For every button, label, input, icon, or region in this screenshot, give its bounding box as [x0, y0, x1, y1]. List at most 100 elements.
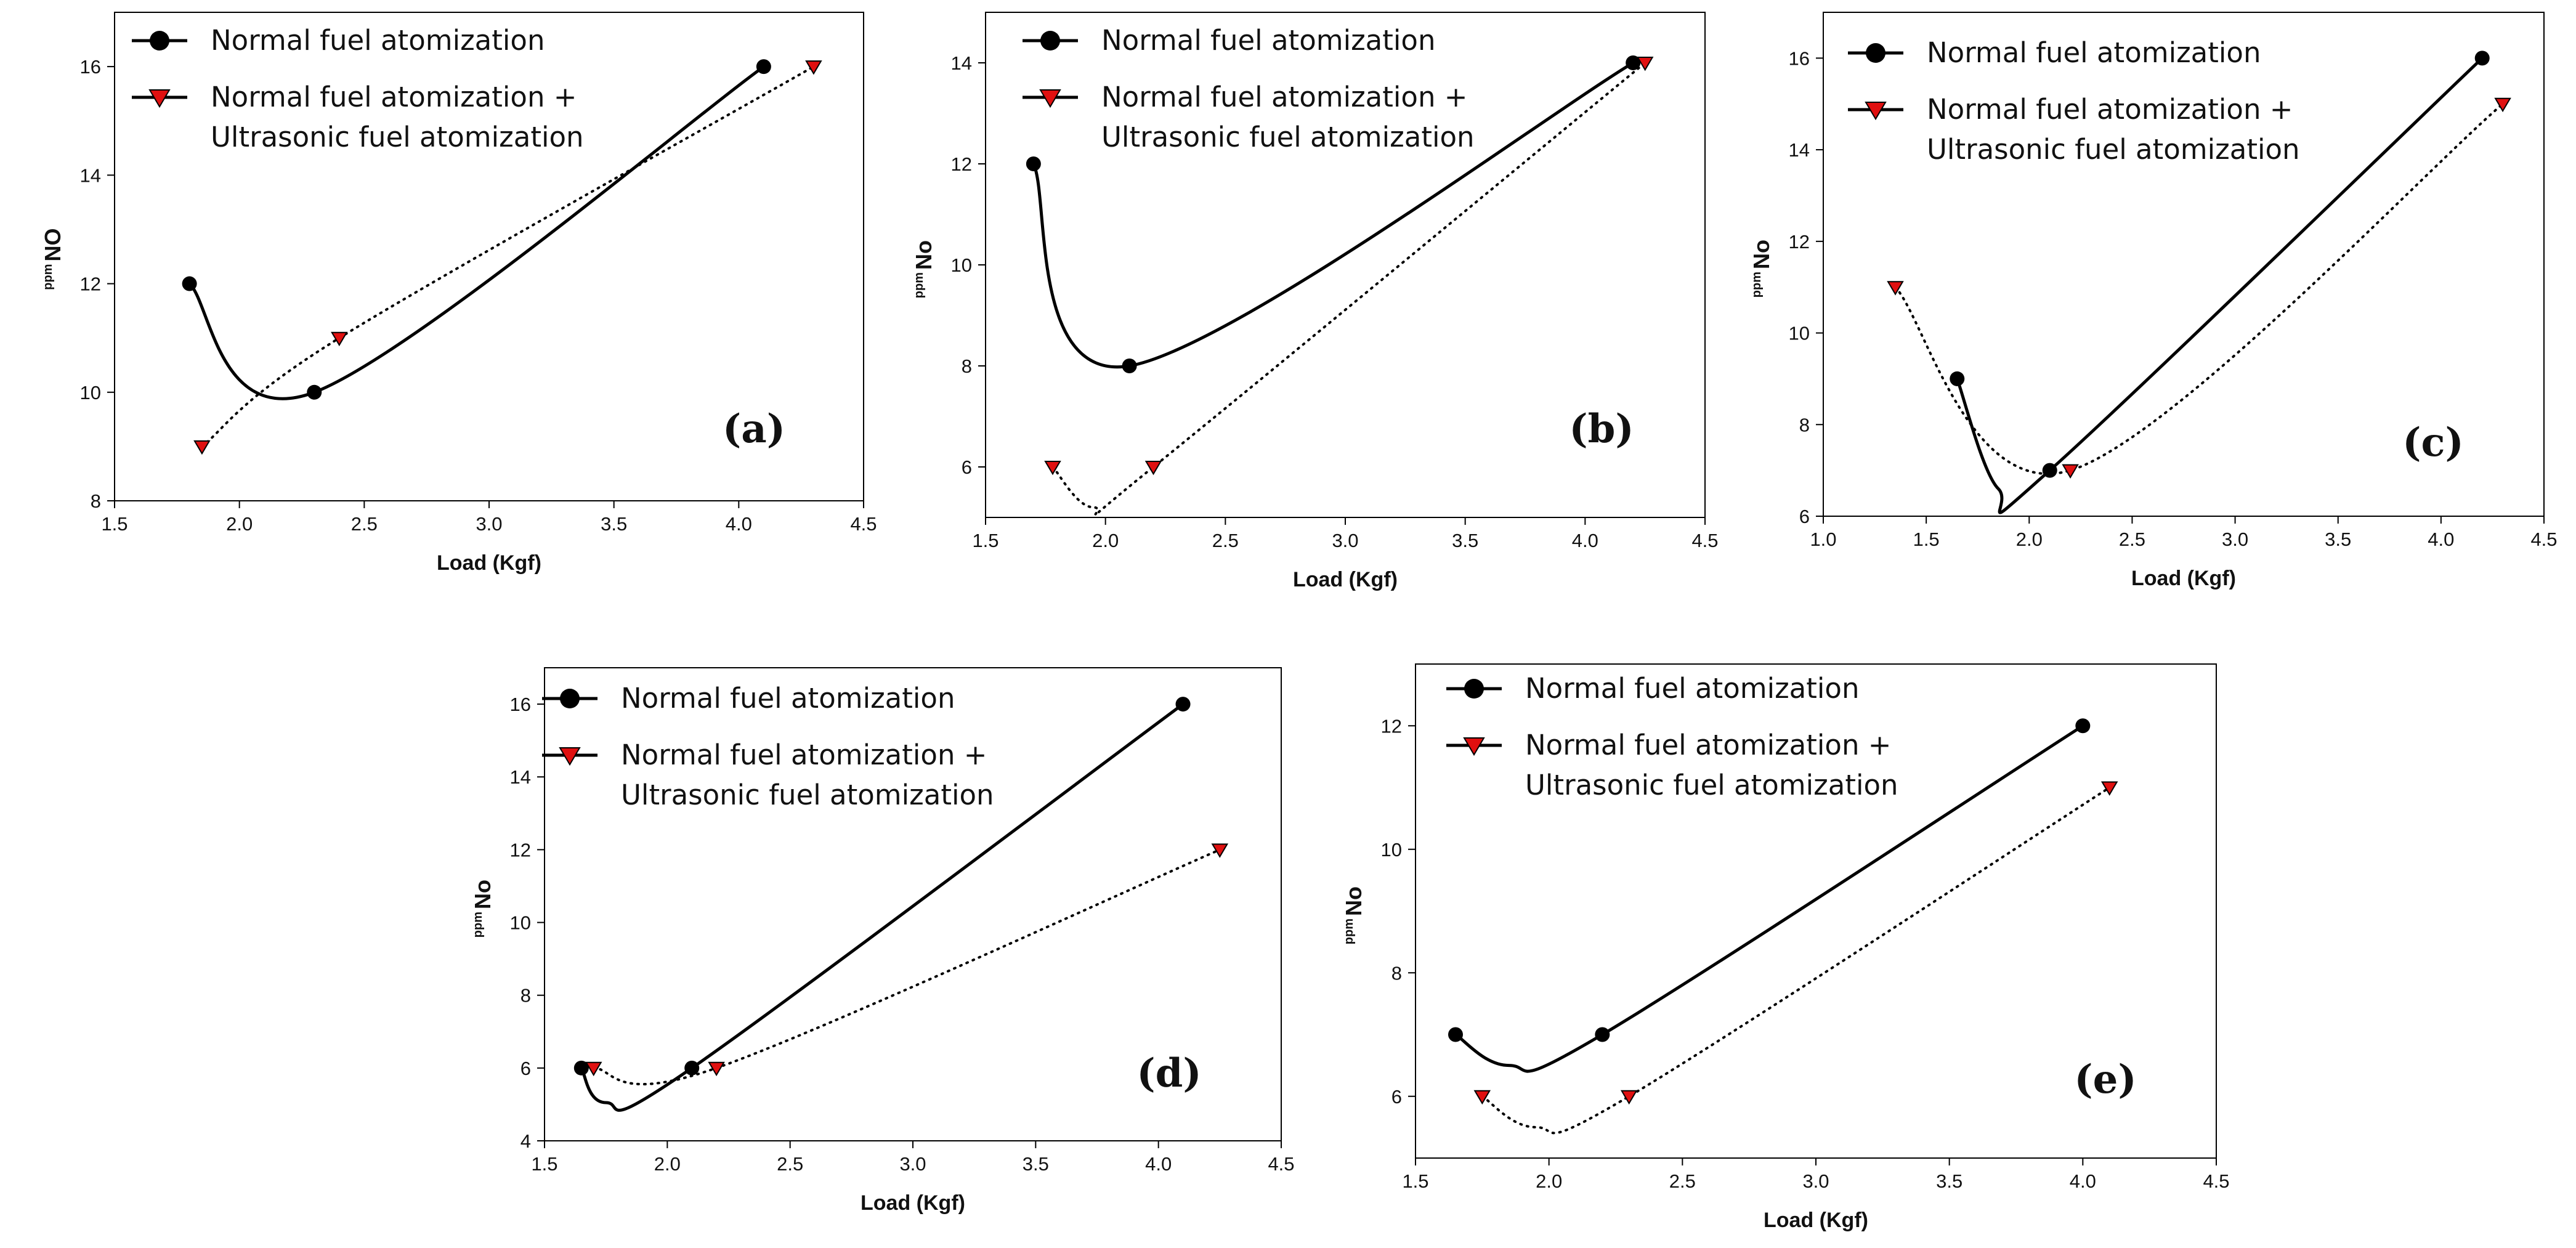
data-point-normal [573, 1060, 589, 1076]
data-point-ultrasonic [1887, 281, 1904, 296]
y-tick-label: 6 [520, 1058, 531, 1079]
legend-label-normal: Normal fuel atomization [1927, 36, 2261, 69]
x-tick-label: 2.5 [2119, 529, 2145, 550]
y-tick-label: 10 [951, 254, 972, 276]
legend-label-ultrasonic-cont: Ultrasonic fuel atomization [1525, 769, 1898, 801]
y-axis-unit: ppm [1750, 272, 1764, 298]
data-point-normal [1122, 359, 1137, 373]
y-tick-label: 14 [80, 164, 101, 186]
data-point-ultrasonic [585, 1061, 602, 1077]
data-point-ultrasonic [2494, 97, 2511, 113]
legend-marker-normal [1866, 43, 1885, 63]
legend-label-ultrasonic: Normal fuel atomization + [1101, 81, 1467, 113]
y-axis-unit: ppm [471, 912, 485, 938]
x-axis-title: Load (Kgf) [861, 1191, 965, 1215]
data-point-normal [1448, 1027, 1463, 1042]
data-point-normal [307, 384, 322, 400]
x-tick-label: 1.5 [1402, 1170, 1428, 1192]
legend-marker-normal [1464, 679, 1484, 699]
y-axis-title: ppm No [911, 240, 936, 298]
y-tick-label: 8 [1799, 414, 1810, 436]
y-tick-label: 16 [1789, 47, 1810, 69]
chart-panel-2: 1.5 2.0 2.5 3.0 3.5 4.0 4.5 6 8 10 12 14 Load (Kgf) p… [911, 12, 1719, 591]
x-tick-label: 3.0 [2222, 529, 2248, 550]
data-point-ultrasonic [331, 331, 348, 347]
y-tick-label: 10 [1789, 323, 1810, 344]
data-point-normal [2042, 463, 2057, 478]
chart-panel-4: 1.5 2.0 2.5 3.0 3.5 4.0 4.5 4 6 8 10 12 14 16 Load (Kg… [470, 667, 1295, 1215]
data-point-ultrasonic [1620, 1090, 1638, 1105]
legend: Normal fuel atomization Normal fuel atomi… [542, 682, 994, 811]
x-tick-label: 1.5 [531, 1153, 557, 1175]
data-point-normal [756, 59, 771, 75]
data-point-normal [1626, 55, 1641, 70]
legend-label-normal: Normal fuel atomization [1101, 24, 1435, 57]
x-tick-label: 4.0 [2070, 1170, 2096, 1192]
y-tick-label: 10 [80, 382, 101, 403]
legend-marker-ultrasonic [1039, 89, 1061, 108]
y-tick-label: 14 [510, 766, 531, 788]
series-ultrasonic [1044, 57, 1654, 516]
legend-marker-normal [1040, 31, 1060, 51]
legend-marker-normal [560, 689, 580, 708]
y-axis-quantity: No [470, 880, 495, 909]
series-normal [182, 59, 771, 400]
x-tick-label: 2.5 [777, 1153, 803, 1175]
series-ultrasonic [1887, 97, 2511, 479]
y-tick-label: 14 [951, 52, 972, 74]
y-tick-label: 14 [1789, 139, 1810, 161]
y-tick-label: 12 [510, 839, 531, 861]
x-tick-label: 2.5 [1212, 530, 1239, 551]
panel-label: (a) [723, 406, 785, 452]
series-line-ultrasonic [1481, 786, 2111, 1135]
legend-marker-normal [150, 31, 169, 51]
x-axis-title: Load (Kgf) [1293, 568, 1398, 591]
legend-label-normal: Normal fuel atomization [1525, 672, 1859, 705]
data-point-normal [684, 1060, 700, 1076]
chart-panel-5: 1.5 2.0 2.5 3.0 3.5 4.0 4.5 6 8 10 12 Load (Kgf) ppm… [1341, 663, 2230, 1232]
y-axis-unit: ppm [1342, 918, 1356, 944]
x-tick-label: 4.5 [1691, 530, 1718, 551]
chart-panel-1: 1.5 2.0 2.5 3.0 3.5 4.0 4.5 8 10 12 14 16 Load (Kgf)… [40, 12, 877, 575]
legend-label-ultrasonic: Normal fuel atomization + [621, 739, 987, 771]
data-point-normal [2474, 51, 2490, 66]
data-point-ultrasonic [2100, 781, 2118, 796]
x-tick-label: 3.5 [2325, 529, 2351, 550]
data-point-ultrasonic [1473, 1090, 1491, 1105]
series-ultrasonic [1473, 781, 2118, 1135]
y-axis-quantity: No [1341, 886, 1366, 916]
data-point-normal [2075, 718, 2091, 734]
x-tick-label: 3.0 [899, 1153, 926, 1175]
y-axis-title: ppm No [470, 880, 495, 938]
y-axis-quantity: NO [40, 229, 65, 262]
legend-label-ultrasonic-cont: Ultrasonic fuel atomization [1101, 121, 1475, 153]
series-line-ultrasonic [1894, 102, 2505, 476]
y-tick-label: 10 [1381, 839, 1402, 861]
y-tick-label: 16 [510, 694, 531, 715]
legend-label-ultrasonic-cont: Ultrasonic fuel atomization [211, 121, 584, 153]
series-line-ultrasonic [592, 848, 1221, 1085]
x-tick-label: 4.5 [850, 513, 877, 535]
legend-marker-ultrasonic [148, 89, 171, 108]
legend: Normal fuel atomization Normal fuel atomi… [1023, 24, 1475, 153]
y-tick-label: 8 [520, 985, 531, 1007]
x-tick-label: 1.5 [972, 530, 998, 551]
x-tick-label: 4.5 [2203, 1170, 2229, 1192]
chart-panel-3: 1.0 1.5 2.0 2.5 3.0 3.5 4.0 4.5 6 8 10 12 14 16 Load (… [1749, 12, 2558, 590]
y-tick-label: 12 [951, 153, 972, 175]
data-point-ultrasonic [193, 440, 211, 455]
panel-label: (c) [2402, 419, 2464, 466]
y-tick-label: 10 [510, 912, 531, 934]
x-tick-label: 3.0 [1332, 530, 1358, 551]
legend-label-ultrasonic: Normal fuel atomization + [211, 81, 577, 113]
y-tick-label: 6 [1799, 506, 1810, 527]
x-tick-label: 3.5 [601, 513, 627, 535]
legend: Normal fuel atomization Normal fuel atomi… [1446, 672, 1898, 801]
data-point-ultrasonic [805, 60, 822, 75]
data-point-normal [1595, 1027, 1610, 1042]
x-tick-label: 4.5 [2530, 529, 2557, 550]
x-tick-label: 4.0 [2428, 529, 2454, 550]
y-tick-label: 4 [520, 1130, 531, 1152]
legend-label-ultrasonic: Normal fuel atomization + [1927, 93, 2293, 126]
